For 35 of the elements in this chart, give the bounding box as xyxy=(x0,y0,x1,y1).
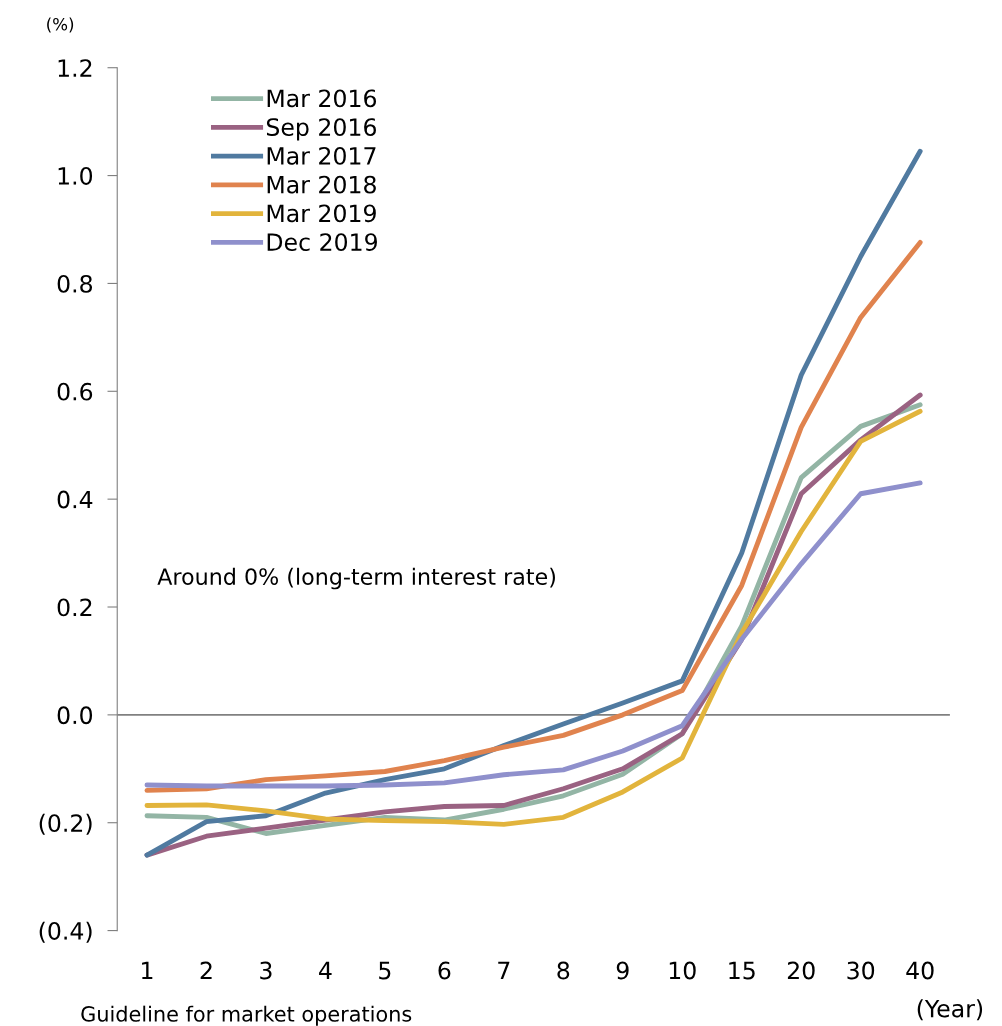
x-tick-label: 15 xyxy=(729,961,755,980)
x-tick-label: 8 xyxy=(557,961,570,980)
line-series xyxy=(144,480,923,789)
legend-label: Mar 2018 xyxy=(267,175,376,194)
y-tick-label: 1.2 xyxy=(58,59,92,77)
text: Guideline for market operations xyxy=(81,1005,412,1026)
x-tick-label: 6 xyxy=(438,961,451,980)
y-tick-label: 0.8 xyxy=(57,274,93,293)
x-tick-label: 30 xyxy=(847,961,875,980)
x-tick-label: 2 xyxy=(200,961,212,980)
y-tick-label: 1.0 xyxy=(58,167,93,185)
x-tick-label: 5 xyxy=(379,961,391,980)
x-tick-label: 7 xyxy=(498,961,510,980)
legend-label: Sep 2016 xyxy=(266,118,376,141)
x-tick-label: 1 xyxy=(142,961,153,980)
line-series xyxy=(144,148,923,858)
y-tick-label: 0.0 xyxy=(57,706,93,725)
x-tick-label: 3 xyxy=(260,961,272,980)
x-tick-label: 10 xyxy=(669,961,696,980)
y-tick-label: (0.2) xyxy=(39,813,92,835)
y-tick-label: 0.6 xyxy=(57,382,93,401)
x-tick-label: 20 xyxy=(787,961,815,980)
legend-label: Mar 2016 xyxy=(267,89,377,108)
legend-label: Dec 2019 xyxy=(267,233,377,252)
x-tick-label: 40 xyxy=(906,961,934,980)
x-tick-label: 9 xyxy=(616,961,629,980)
legend-label: Mar 2019 xyxy=(267,204,376,223)
y-axis-title: (%) xyxy=(47,17,74,33)
annotation: Around 0% (long-term interest rate) xyxy=(157,567,555,590)
y-tick-label: 0.2 xyxy=(57,598,92,617)
x-tick-label: 4 xyxy=(319,961,332,980)
y-tick-label: 0.4 xyxy=(57,490,93,509)
y-tick-label: (0.4) xyxy=(39,921,92,943)
legend-label: Mar 2017 xyxy=(267,146,376,165)
x-axis-title: (Year) xyxy=(917,999,983,1021)
